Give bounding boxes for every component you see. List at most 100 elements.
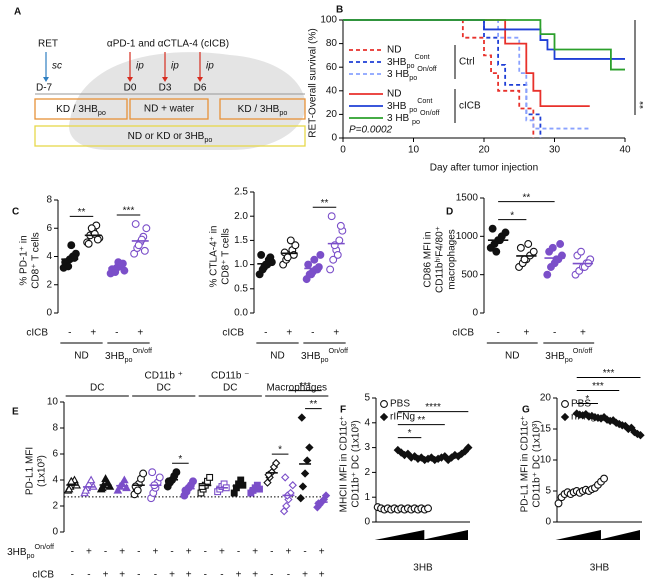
row-mark: + [186,547,192,558]
y-tick-label: 5 [364,393,370,404]
row-label: cICB [222,328,244,339]
legend-marker [560,412,570,422]
diet-box [129,98,209,120]
diet-label: KD / 3HBpo [56,104,106,118]
significance-label: ** [522,192,530,203]
data-point [66,476,76,485]
legend-marker [561,400,569,408]
y-tick-label: 0.5 [234,283,248,294]
row-label: 3HBpoOn/off [7,542,54,560]
data-point [86,475,96,484]
schema-route: ip [171,61,179,72]
diet-label-text: ND or KD or 3HB [128,131,205,142]
panel-letter: E [12,407,19,418]
legend-label-sup: On/off [420,108,439,117]
row-mark: - [311,328,314,339]
data-point [300,469,310,478]
arrow-head [162,77,168,82]
data-point [67,241,76,250]
y-axis-label: CD11b⁺ DC (1x10³) [351,420,362,507]
legend-label: 3HB poCont [387,96,432,114]
legend-label: 3 HBpoOn/off [387,64,437,82]
data-point [142,224,151,233]
y-axis-label: CD11bʰⁱF4/80⁺ [435,226,446,293]
header-label: DC [223,383,237,394]
y-axis-label: PD-L1 MFI [25,447,36,495]
row-mark: + [252,547,258,558]
x-tick-label: 20 [478,145,490,156]
row-mark: + [523,328,529,339]
row-mark: + [86,547,92,558]
significance-label: *** [603,368,615,379]
row-mark: - [104,547,107,558]
group-label: ND [74,351,88,362]
diet-label: KD / 3HBpo [238,104,288,118]
y-tick-label: 2 [46,279,52,290]
y-tick-label: 4 [364,417,370,428]
panel-letter: D [446,207,453,218]
group-label-sub: po [321,355,329,364]
data-point [516,243,525,252]
header-label: CD11b ⁻ [211,371,249,382]
legend-label-sup: On/off [417,64,436,73]
diet-label: ND + water [144,104,195,115]
legend-label-text: 3HB [387,57,407,68]
legend-label: ND [387,89,401,100]
schema-day: D6 [194,83,207,94]
data-point [206,473,214,481]
header-label: CD11b ⁺ [145,371,183,382]
significance-label: ** [639,101,650,109]
data-point [64,484,74,493]
row-mark: - [553,328,556,339]
y-tick-label: 1500 [456,193,479,204]
y-tick-label: 0 [364,517,370,528]
row-mark: - [68,328,71,339]
data-point [288,481,297,490]
data-point [524,240,533,248]
schema-route: ip [136,61,144,72]
row-mark: + [90,328,96,339]
diet-box [34,125,306,147]
row-mark: - [71,570,74,581]
data-point [397,448,406,457]
y-tick-label: 0 [52,527,58,538]
data-point [281,473,290,482]
y-axis-label: CD86 MFI in [423,231,434,287]
significance-label: ** [417,415,425,426]
data-point [310,255,319,264]
diet-label-sub: po [279,108,287,117]
schema-label: RET [38,39,58,50]
data-point [556,240,565,248]
y-tick-label: 20 [540,393,552,404]
y-axis-label: (1x10³) [37,455,48,487]
row-mark: + [319,570,325,581]
legend-label-sub: po [409,73,417,82]
diet-label-text: KD / 3HB [56,104,98,115]
row-mark: + [286,547,292,558]
survival-line [343,19,542,138]
y-tick-label: 500 [461,269,478,280]
x-tick-label: 30 [549,145,561,156]
data-point [120,475,129,484]
row-mark: - [287,570,290,581]
y-tick-label: 60 [326,62,338,73]
data-point [336,221,345,230]
diet-box [219,98,306,120]
row-mark: - [303,547,306,558]
data-point [198,483,206,490]
panel-letter: A [14,7,21,18]
significance-label: * [585,394,589,405]
gradient-wedge [374,530,425,540]
x-tick-label: 40 [619,145,631,156]
y-tick-label: 80 [326,38,338,49]
row-mark: - [115,328,118,339]
data-point [321,491,331,500]
legend-label: rIFNg [390,412,415,423]
data-point [316,250,325,259]
legend-label-sup: Cont [417,96,432,105]
row-mark: - [137,547,140,558]
legend-label: ND [387,45,401,56]
row-mark: - [137,570,140,581]
group-label-text: 3HB [545,351,565,362]
